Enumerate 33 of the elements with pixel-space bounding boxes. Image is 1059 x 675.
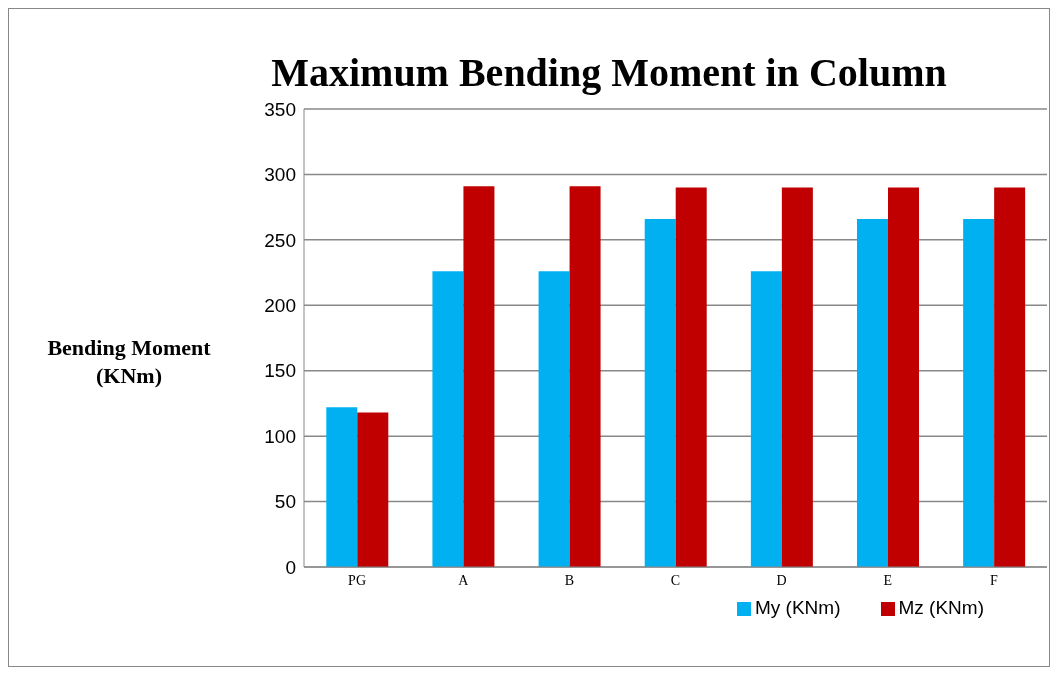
y-tick-label: 250 bbox=[264, 229, 296, 251]
legend-label: My (KNm) bbox=[755, 597, 841, 618]
bar bbox=[888, 187, 919, 567]
x-tick-label: B bbox=[564, 572, 575, 588]
bar bbox=[432, 271, 464, 567]
y-tick-label: 300 bbox=[264, 164, 296, 186]
bar bbox=[750, 271, 782, 567]
y-tick-label: 200 bbox=[264, 295, 296, 317]
bar bbox=[326, 407, 358, 567]
chart-title: Maximum Bending Moment in Column bbox=[270, 49, 948, 96]
bar bbox=[463, 186, 495, 567]
x-tick-label: PG bbox=[348, 572, 367, 588]
x-tick-label: E bbox=[883, 572, 893, 588]
bar bbox=[644, 218, 676, 567]
x-tick-label: C bbox=[670, 572, 681, 588]
bar bbox=[357, 412, 389, 567]
bar bbox=[781, 187, 813, 567]
bar bbox=[538, 271, 570, 567]
legend-label: Mz (KNm) bbox=[898, 597, 984, 618]
y-tick-label: 50 bbox=[274, 491, 296, 513]
bar bbox=[857, 218, 888, 567]
x-tick-label: F bbox=[990, 572, 999, 588]
bar bbox=[569, 186, 601, 567]
y-tick-label: 350 bbox=[264, 98, 296, 120]
y-tick-label: 100 bbox=[264, 425, 296, 447]
y-tick-label: 0 bbox=[285, 556, 296, 578]
bar bbox=[675, 187, 707, 567]
x-tick-label: A bbox=[458, 572, 470, 588]
y-axis-title: Bending Moment (KNm) bbox=[46, 334, 212, 390]
bar bbox=[963, 218, 995, 567]
bar bbox=[994, 187, 1026, 567]
y-tick-label: 150 bbox=[264, 360, 296, 382]
x-tick-label: D bbox=[776, 572, 787, 588]
